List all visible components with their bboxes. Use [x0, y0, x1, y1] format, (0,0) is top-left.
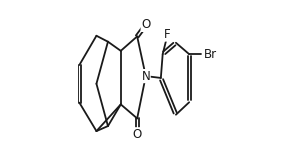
Text: N: N — [141, 70, 150, 83]
Text: O: O — [141, 18, 150, 31]
Text: F: F — [164, 28, 171, 41]
Text: O: O — [133, 128, 142, 141]
Text: Br: Br — [203, 48, 217, 61]
